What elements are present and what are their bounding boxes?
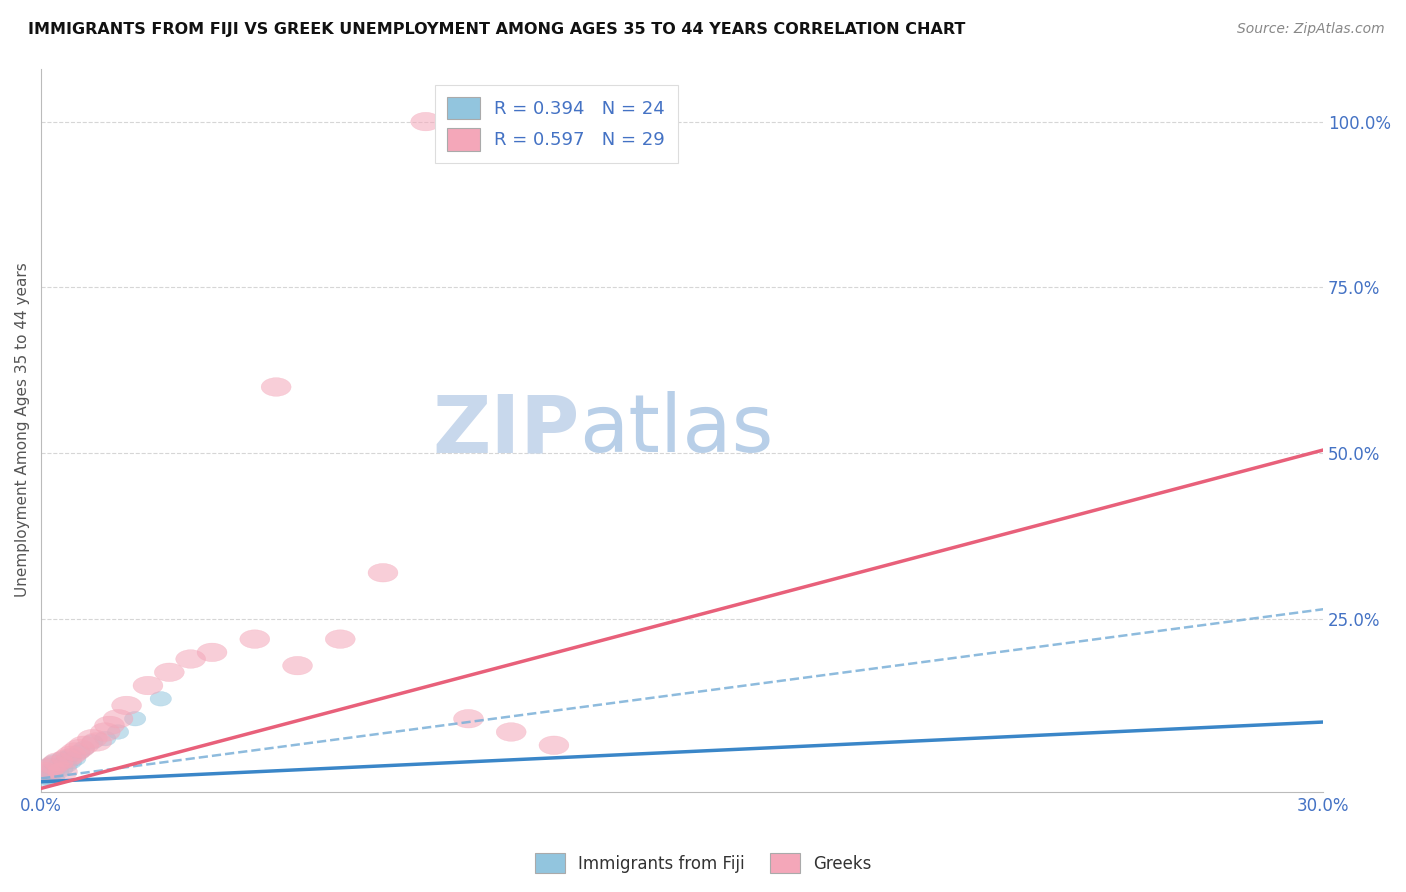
Ellipse shape — [411, 112, 440, 131]
Ellipse shape — [496, 723, 526, 741]
Ellipse shape — [325, 630, 356, 648]
Ellipse shape — [48, 763, 77, 781]
Ellipse shape — [69, 736, 98, 755]
Ellipse shape — [90, 723, 120, 741]
Ellipse shape — [35, 771, 56, 786]
Ellipse shape — [77, 730, 107, 747]
Ellipse shape — [197, 643, 226, 662]
Ellipse shape — [48, 764, 69, 779]
Ellipse shape — [44, 771, 65, 786]
Ellipse shape — [538, 736, 569, 755]
Ellipse shape — [155, 663, 184, 681]
Ellipse shape — [52, 749, 82, 768]
Ellipse shape — [44, 753, 73, 771]
Ellipse shape — [35, 764, 56, 779]
Ellipse shape — [283, 657, 312, 675]
Ellipse shape — [56, 758, 77, 772]
Text: atlas: atlas — [579, 391, 773, 469]
Ellipse shape — [94, 716, 125, 735]
Ellipse shape — [240, 630, 270, 648]
Text: IMMIGRANTS FROM FIJI VS GREEK UNEMPLOYMENT AMONG AGES 35 TO 44 YEARS CORRELATION: IMMIGRANTS FROM FIJI VS GREEK UNEMPLOYME… — [28, 22, 966, 37]
Ellipse shape — [82, 732, 111, 751]
Ellipse shape — [368, 564, 398, 582]
Ellipse shape — [52, 751, 73, 766]
Ellipse shape — [65, 751, 86, 766]
Ellipse shape — [35, 759, 65, 778]
Ellipse shape — [107, 724, 129, 739]
Text: Source: ZipAtlas.com: Source: ZipAtlas.com — [1237, 22, 1385, 37]
Y-axis label: Unemployment Among Ages 35 to 44 years: Unemployment Among Ages 35 to 44 years — [15, 263, 30, 598]
Ellipse shape — [65, 739, 94, 758]
Ellipse shape — [56, 751, 77, 766]
Ellipse shape — [73, 741, 94, 756]
Ellipse shape — [60, 747, 82, 763]
Ellipse shape — [150, 691, 172, 706]
Ellipse shape — [262, 377, 291, 396]
Ellipse shape — [44, 764, 65, 779]
Text: ZIP: ZIP — [432, 391, 579, 469]
Ellipse shape — [82, 735, 103, 749]
Ellipse shape — [56, 746, 86, 764]
Ellipse shape — [31, 763, 60, 781]
Ellipse shape — [39, 756, 69, 774]
Legend: R = 0.394   N = 24, R = 0.597   N = 29: R = 0.394 N = 24, R = 0.597 N = 29 — [434, 85, 678, 163]
Ellipse shape — [44, 755, 65, 769]
Ellipse shape — [111, 696, 142, 714]
Ellipse shape — [39, 764, 60, 779]
Ellipse shape — [454, 709, 484, 728]
Ellipse shape — [60, 743, 90, 761]
Ellipse shape — [103, 709, 134, 728]
Legend: Immigrants from Fiji, Greeks: Immigrants from Fiji, Greeks — [529, 847, 877, 880]
Ellipse shape — [48, 758, 69, 772]
Ellipse shape — [94, 731, 115, 746]
Ellipse shape — [69, 745, 90, 759]
Ellipse shape — [39, 771, 60, 786]
Ellipse shape — [134, 676, 163, 695]
Ellipse shape — [60, 755, 82, 769]
Ellipse shape — [52, 761, 73, 776]
Ellipse shape — [125, 712, 146, 726]
Ellipse shape — [39, 758, 60, 772]
Ellipse shape — [176, 649, 205, 668]
